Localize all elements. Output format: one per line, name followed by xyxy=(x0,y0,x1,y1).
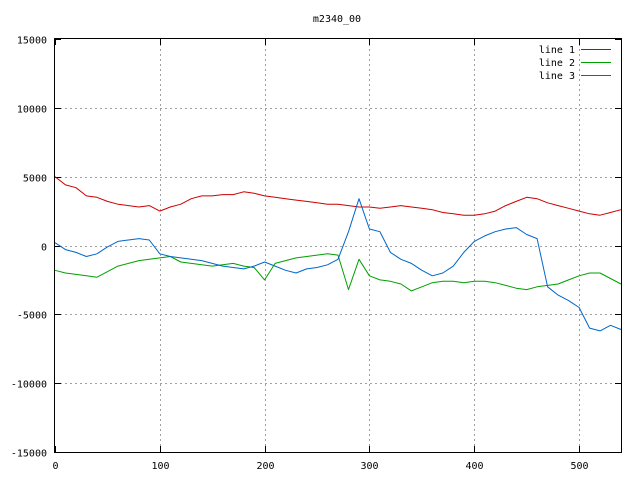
x-tick-label: 400 xyxy=(465,461,483,472)
plot-area xyxy=(54,176,622,332)
series-line-3 xyxy=(54,198,622,332)
plot-frame xyxy=(54,38,622,453)
legend-label-1: line 1 xyxy=(539,45,575,56)
x-tick-label: 500 xyxy=(570,461,588,472)
y-tick-label: -10000 xyxy=(11,380,47,391)
y-tick-label: -15000 xyxy=(11,449,47,460)
x-tick-label: 0 xyxy=(52,461,58,472)
series-line-1 xyxy=(54,176,622,216)
y-tick-label: 10000 xyxy=(17,105,47,116)
x-tick-label: 100 xyxy=(151,461,169,472)
y-tick-label: 0 xyxy=(41,243,47,254)
legend-label-2: line 2 xyxy=(539,58,575,69)
y-tick-label: 15000 xyxy=(17,36,47,47)
axis-ticks: -15000 -10000 -5000 0 5000 10000 15000 0 100 200 3… xyxy=(11,36,621,472)
y-tick-label: -5000 xyxy=(17,311,47,322)
x-tick-label: 200 xyxy=(256,461,274,472)
legend-label-3: line 3 xyxy=(539,71,575,82)
legend: line 1 line 2 line 3 xyxy=(539,45,611,82)
x-tick-label: 300 xyxy=(360,461,378,472)
y-tick-label: 5000 xyxy=(23,174,47,185)
chart-title: m2340_00 xyxy=(313,14,361,25)
series-line-2 xyxy=(54,253,622,292)
grid-lines xyxy=(55,39,621,452)
